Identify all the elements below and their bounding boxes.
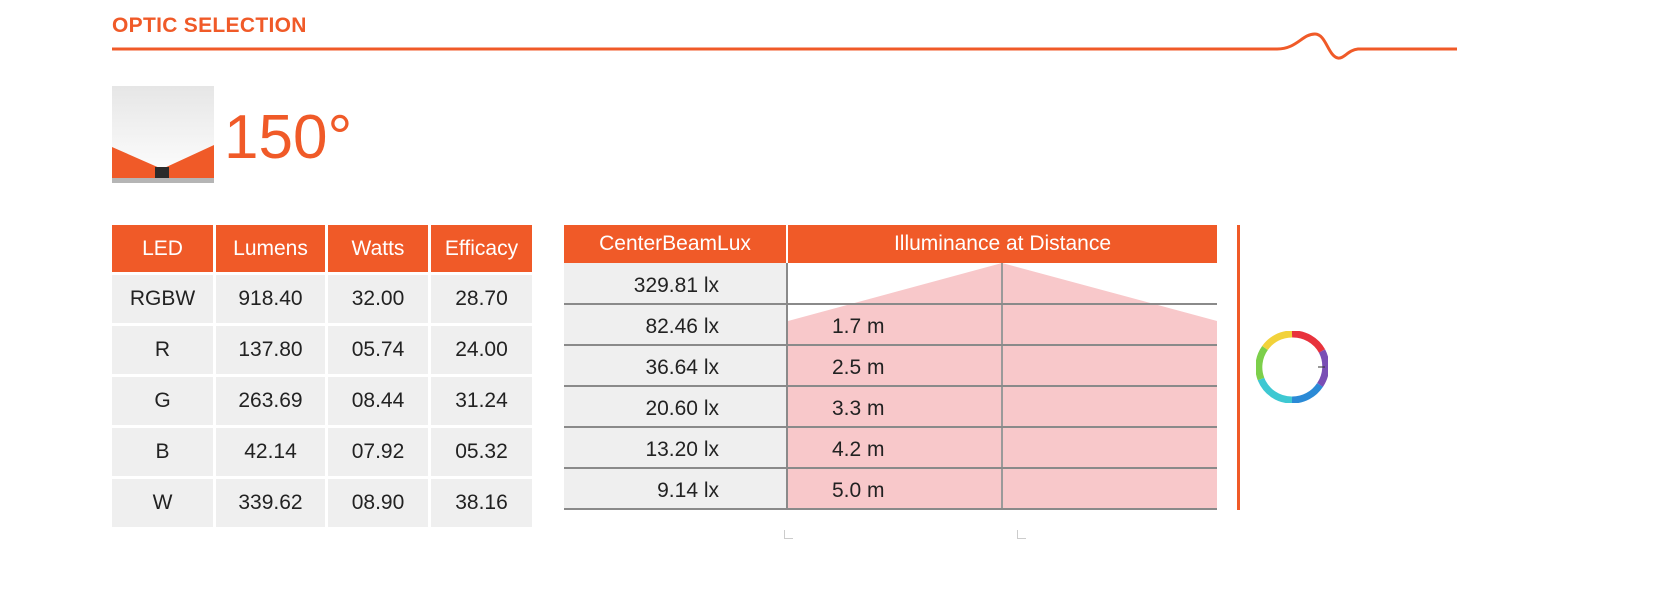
distance-value: 2.5 m — [832, 356, 885, 379]
header-led: LED — [112, 225, 213, 272]
table-row: W 339.62 08.90 38.16 — [112, 479, 532, 527]
cell-efficacy: 31.24 — [431, 377, 532, 425]
cell-efficacy: 38.16 — [431, 479, 532, 527]
cell-watts: 07.92 — [328, 428, 428, 476]
cell-efficacy: 05.32 — [431, 428, 532, 476]
legend-horizontal-spread: Horiz. Spread: 118.0° — [1040, 523, 1211, 543]
lux-value: 82.46 lx — [645, 315, 719, 338]
cell-lumens: 339.62 — [216, 479, 325, 527]
lux-value: 20.60 lx — [645, 397, 719, 420]
distance-value: 1.7 m — [832, 315, 885, 338]
cell-led: W — [112, 479, 213, 527]
rgbw-color-wheel-icon — [1255, 330, 1330, 404]
section-title: OPTIC SELECTION — [112, 14, 307, 37]
cell-lumens: 42.14 — [216, 428, 325, 476]
illuminance-table: CenterBeamLux Illuminance at Distance 32… — [564, 225, 1217, 510]
table-row: RGBW 918.40 32.00 28.70 — [112, 275, 532, 323]
distance-value: 0.8 m — [832, 274, 885, 297]
header-center-beam-lux: CenterBeamLux — [564, 225, 786, 263]
header-watts: Watts — [328, 225, 428, 272]
lux-value: 13.20 lx — [645, 438, 719, 461]
legend-vertical-marker — [784, 530, 793, 539]
beam-angle-value: 150° — [224, 103, 353, 172]
cell-led: RGBW — [112, 275, 213, 323]
header-illuminance-at-distance: Illuminance at Distance — [788, 225, 1217, 263]
cell-watts: 32.00 — [328, 275, 428, 323]
cell-watts: 08.90 — [328, 479, 428, 527]
cell-led: B — [112, 428, 213, 476]
cell-watts: 08.44 — [328, 377, 428, 425]
cell-led: R — [112, 326, 213, 374]
header-wave-line — [112, 32, 1457, 60]
cell-efficacy: 28.70 — [431, 275, 532, 323]
cell-led: G — [112, 377, 213, 425]
cell-efficacy: 24.00 — [431, 326, 532, 374]
cell-lumens: 137.80 — [216, 326, 325, 374]
lux-value: 36.64 lx — [645, 356, 719, 379]
legend-vertical-spread: Ver. Spread: 154.6° — [806, 523, 963, 543]
table-row: B 42.14 07.92 05.32 — [112, 428, 532, 476]
legend-horizontal-marker — [1017, 530, 1026, 539]
beam-angle-icon — [112, 86, 214, 183]
table-row: G 263.69 08.44 31.24 — [112, 377, 532, 425]
lux-value: 329.81 lx — [633, 274, 719, 297]
header-lumens: Lumens — [216, 225, 325, 272]
lux-value: 9.14 lx — [657, 479, 719, 502]
cell-watts: 05.74 — [328, 326, 428, 374]
cell-lumens: 263.69 — [216, 377, 325, 425]
spec-header-row: LED Lumens Watts Efficacy — [112, 225, 532, 272]
header-efficacy: Efficacy — [431, 225, 532, 272]
beam-spread-diagram — [564, 263, 1217, 510]
distance-value: 4.2 m — [832, 438, 885, 461]
distance-value: 3.3 m — [832, 397, 885, 420]
led-spec-table: LED Lumens Watts Efficacy RGBW 918.40 32… — [109, 222, 535, 530]
table-row: R 137.80 05.74 24.00 — [112, 326, 532, 374]
vertical-divider — [1237, 225, 1240, 510]
cell-lumens: 918.40 — [216, 275, 325, 323]
distance-value: 5.0 m — [832, 479, 885, 502]
